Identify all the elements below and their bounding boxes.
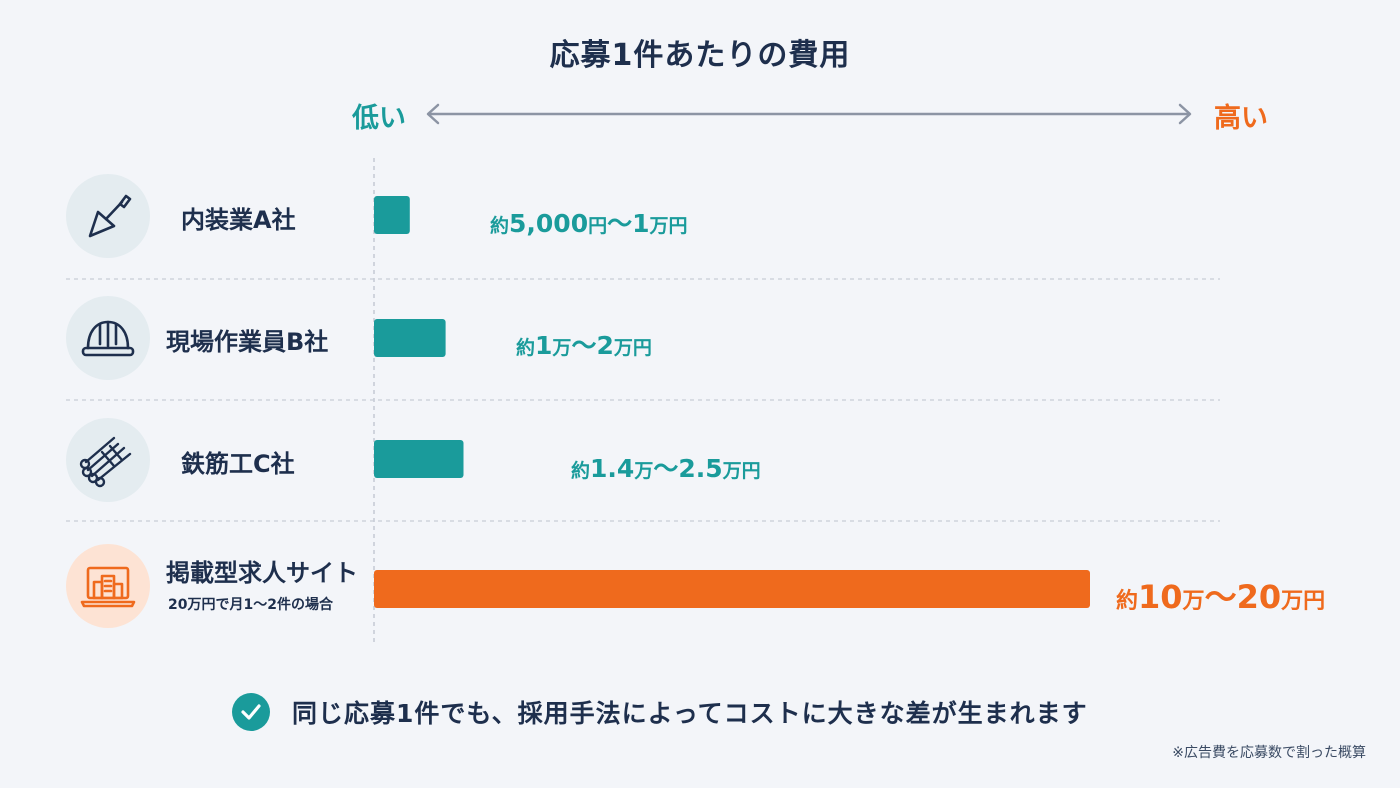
bar-3 [374, 570, 1090, 608]
value-label-site: 約10万〜20万円 [1116, 578, 1326, 616]
laptop-building-icon [80, 566, 136, 608]
value-label-c: 約1.4万〜2.5万円 [571, 454, 761, 483]
scale-arrow-icon [426, 103, 1192, 125]
bar-1 [374, 319, 446, 357]
category-label-c: 鉄筋工C社 [181, 450, 295, 478]
laptop-icon-circle [66, 544, 150, 628]
scale-low-label: 低い [352, 103, 406, 134]
bar-0 [374, 196, 410, 234]
category-label-site: 掲載型求人サイト [166, 559, 358, 587]
hardhat-icon-circle [66, 296, 150, 380]
value-label-a: 約5,000円〜1万円 [490, 209, 688, 238]
rebar-icon-circle [66, 418, 150, 502]
value-label-b: 約1万〜2万円 [516, 331, 652, 360]
category-label-a: 内装業A社 [181, 206, 296, 234]
footnote: ※広告費を応募数で割った概算 [1172, 745, 1366, 761]
category-label-b: 現場作業員B社 [166, 328, 329, 356]
trowel-icon [88, 194, 132, 238]
rebar-icon [79, 436, 132, 488]
scale-high-label: 高い [1214, 103, 1268, 134]
hardhat-icon [81, 320, 135, 357]
trowel-icon-circle [66, 174, 150, 258]
conclusion: 同じ応募1件でも、採用手法によってコストに大きな差が生まれます [232, 692, 1088, 732]
category-note-site: 20万円で月1〜2件の場合 [168, 597, 333, 613]
conclusion-text: 同じ応募1件でも、採用手法によってコストに大きな差が生まれます [292, 699, 1088, 728]
chart-title: 応募1件あたりの費用 [549, 38, 851, 73]
check-circle-icon [232, 693, 270, 731]
bar-2 [374, 440, 464, 478]
